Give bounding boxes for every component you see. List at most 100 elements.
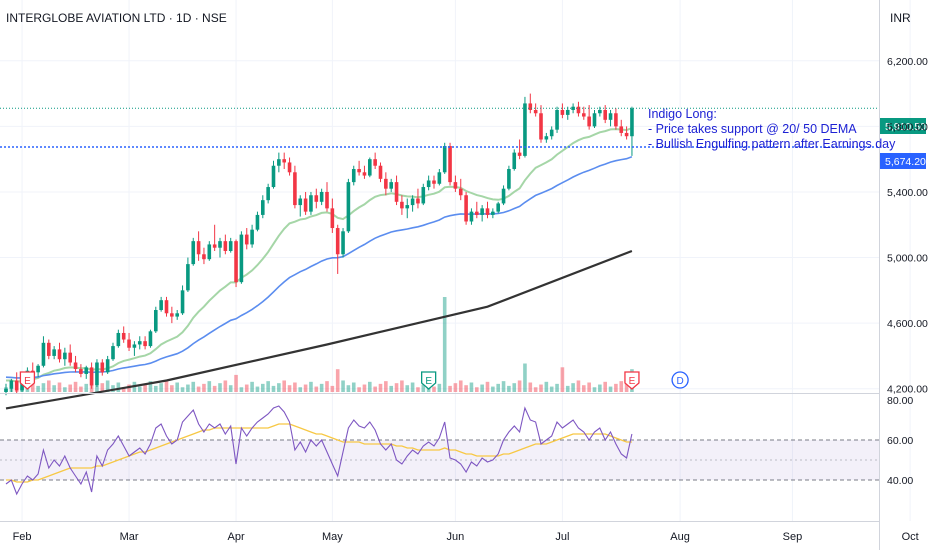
candle-body (79, 369, 83, 374)
candle-body (207, 244, 212, 260)
candle-body (400, 201, 404, 209)
candle-body (89, 367, 94, 386)
candle-body (143, 341, 147, 347)
candle-body (587, 116, 591, 127)
candle-body (127, 339, 131, 348)
volume-bar (30, 381, 35, 392)
volume-bar (298, 387, 303, 392)
candle-body (560, 109, 565, 115)
ema20-line (6, 127, 633, 383)
price-tick-label: 6,200.00 (887, 56, 928, 68)
annotation-line-1: Indigo Long: (648, 107, 717, 121)
candle-body (619, 126, 624, 133)
candle-body (319, 191, 324, 202)
candle-body (4, 388, 8, 392)
candle-body (565, 109, 570, 115)
volume-bar (416, 387, 420, 392)
price-axis-labels[interactable]: 6,200.00 5,800.00 5,400.00 5,000.00 4,600.00… (887, 56, 928, 396)
volume-bar (100, 383, 105, 392)
volume-bar (250, 381, 254, 392)
candle-body (218, 241, 222, 248)
currency-label[interactable]: INR (890, 11, 911, 25)
volume-bar (571, 383, 575, 392)
candle-body (523, 103, 527, 156)
candle-body (196, 241, 201, 255)
candle-body (239, 234, 244, 283)
candle-body (453, 182, 458, 189)
candle-body (448, 146, 452, 183)
volume-bar (533, 387, 538, 392)
candle-body (346, 182, 351, 232)
ema50-line (5, 155, 633, 379)
volume-bar (523, 363, 527, 392)
volume-bar (116, 382, 121, 392)
volume-bar (432, 386, 436, 392)
candle-body (121, 332, 126, 340)
candle-body (132, 344, 137, 348)
rsi-lines (5, 405, 633, 496)
volume-bar (330, 385, 335, 392)
marker-price-label: 5,674.20 (885, 156, 926, 168)
volume-bar (394, 383, 399, 392)
candle-body (410, 198, 415, 206)
candle-body (52, 349, 56, 356)
rsi-line (5, 405, 633, 496)
earnings-marker (421, 371, 437, 390)
volume-bar (614, 383, 618, 392)
candle-body (148, 331, 153, 347)
candlesticks (4, 93, 634, 396)
candle-body (202, 254, 206, 260)
volume-bar (287, 385, 292, 392)
candle-body (544, 136, 549, 140)
candle-body (351, 169, 356, 183)
volume-bar (373, 386, 377, 392)
volume-bar (164, 380, 169, 392)
candle-body (416, 198, 420, 204)
candle-body (100, 362, 105, 373)
volume-bar (335, 369, 340, 392)
candle-body (298, 198, 303, 206)
candle-body (373, 159, 377, 166)
event-marker-label: E (425, 376, 432, 387)
volume-bar (565, 385, 570, 392)
volume-bar (598, 384, 602, 392)
event-marker-label: D (676, 376, 683, 387)
volume-bar (234, 374, 238, 392)
volume-bar (186, 384, 190, 392)
volume-bar (73, 381, 78, 392)
time-tick-label: May (322, 531, 343, 543)
volume-bar (410, 382, 415, 392)
candle-body (378, 165, 383, 179)
volume-bar (79, 386, 83, 392)
volume-bar (277, 383, 281, 392)
volume-bar (587, 382, 591, 392)
rsi-tick-label: 60.00 (887, 435, 913, 447)
candle-body (357, 169, 361, 173)
ema200-line (5, 249, 633, 410)
volume-bar (261, 383, 265, 392)
rsi-axis-labels[interactable]: 80.00 60.00 40.00 (887, 395, 913, 487)
candle-body (362, 172, 367, 176)
candle-body (271, 165, 276, 188)
candle-body (303, 198, 308, 212)
candle-body (57, 349, 62, 360)
volume-bar (362, 384, 367, 392)
candle-body (14, 380, 19, 391)
volume-bar (341, 380, 345, 392)
rsi-ma-line (6, 423, 632, 483)
candle-body (335, 228, 340, 255)
time-axis-labels[interactable]: Feb Mar Apr May Jun Jul Aug Sep Oct (13, 531, 919, 543)
volume-bar (464, 385, 468, 392)
candle-body (41, 342, 46, 366)
volume-bar (400, 380, 404, 392)
candle-body (250, 229, 254, 245)
candle-body (442, 146, 447, 173)
volume-bar (389, 385, 393, 392)
volume-bar (453, 383, 458, 392)
candle-body (469, 211, 474, 222)
volume-bar (442, 297, 447, 392)
time-tick-label: Feb (13, 531, 32, 543)
volume-bar (582, 385, 586, 392)
